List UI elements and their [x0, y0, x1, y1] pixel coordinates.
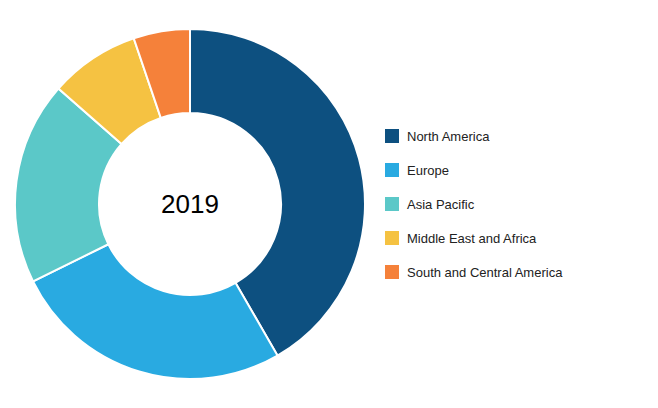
legend-label: Asia Pacific: [407, 197, 475, 212]
legend-swatch: [385, 129, 399, 143]
legend-label: North America: [407, 129, 490, 144]
legend-swatch: [385, 163, 399, 177]
legend-label: Europe: [407, 163, 449, 178]
legend-label: Middle East and Africa: [407, 231, 537, 246]
slices: [15, 29, 365, 379]
legend: North America Europe Asia Pacific Middle Ea…: [385, 129, 563, 280]
slice: [33, 244, 277, 379]
legend-item: Europe: [385, 163, 449, 178]
legend-swatch: [385, 265, 399, 279]
legend-item: North America: [385, 129, 490, 144]
center-text: 2019: [161, 189, 219, 219]
legend-label: South and Central America: [407, 265, 563, 280]
legend-swatch: [385, 231, 399, 245]
legend-item: South and Central America: [385, 265, 563, 280]
legend-item: Asia Pacific: [385, 197, 475, 212]
legend-swatch: [385, 197, 399, 211]
slice: [134, 29, 190, 118]
chart: 2019 North America Europe Asia Pacific Middl…: [0, 0, 658, 408]
legend-item: Middle East and Africa: [385, 231, 537, 246]
